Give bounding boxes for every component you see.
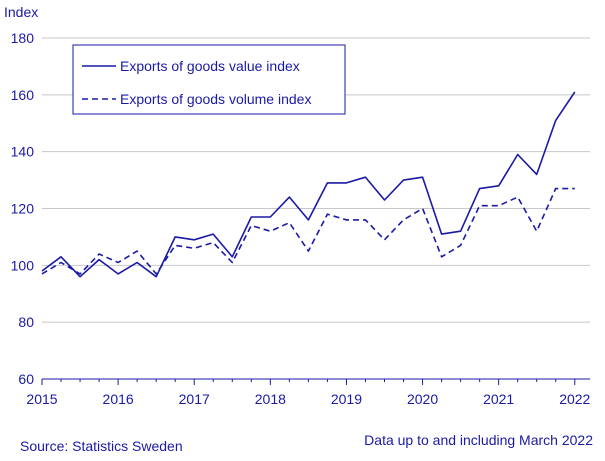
legend-label-volume: Exports of goods volume index bbox=[120, 91, 311, 107]
series-lines bbox=[41, 91, 576, 278]
y-tick-label-120: 120 bbox=[11, 201, 35, 217]
x-axis: 2015 2016 2017 2018 2019 2020 2021 2022 bbox=[26, 378, 591, 407]
legend: Exports of goods value index Exports of … bbox=[72, 44, 346, 115]
legend-box bbox=[72, 44, 346, 115]
y-tick-label-80: 80 bbox=[18, 314, 34, 330]
series-line-volume-index bbox=[41, 187, 575, 275]
y-axis-title: Index bbox=[4, 4, 38, 20]
y-tick-label-160: 160 bbox=[11, 87, 35, 103]
x-tick-label-2022: 2022 bbox=[559, 391, 590, 407]
y-tick-labels: 60 80 100 120 140 160 180 bbox=[11, 30, 35, 387]
x-tick-label-2017: 2017 bbox=[179, 391, 210, 407]
y-tick-label-60: 60 bbox=[18, 371, 34, 387]
x-tick-label-2018: 2018 bbox=[255, 391, 286, 407]
data-range-note: Data up to and including March 2022 bbox=[364, 432, 593, 448]
x-tick-label-2021: 2021 bbox=[483, 391, 514, 407]
x-tick-label-2019: 2019 bbox=[331, 391, 362, 407]
y-tick-label-100: 100 bbox=[11, 257, 35, 273]
series-line-value-index bbox=[41, 91, 576, 278]
legend-label-value: Exports of goods value index bbox=[120, 58, 300, 74]
x-tick-label-2016: 2016 bbox=[103, 391, 134, 407]
source-note: Source: Statistics Sweden bbox=[20, 438, 183, 454]
x-tick-label-2015: 2015 bbox=[26, 391, 57, 407]
y-tick-label-140: 140 bbox=[11, 144, 35, 160]
x-tick-label-2020: 2020 bbox=[407, 391, 438, 407]
y-tick-label-180: 180 bbox=[11, 30, 35, 46]
